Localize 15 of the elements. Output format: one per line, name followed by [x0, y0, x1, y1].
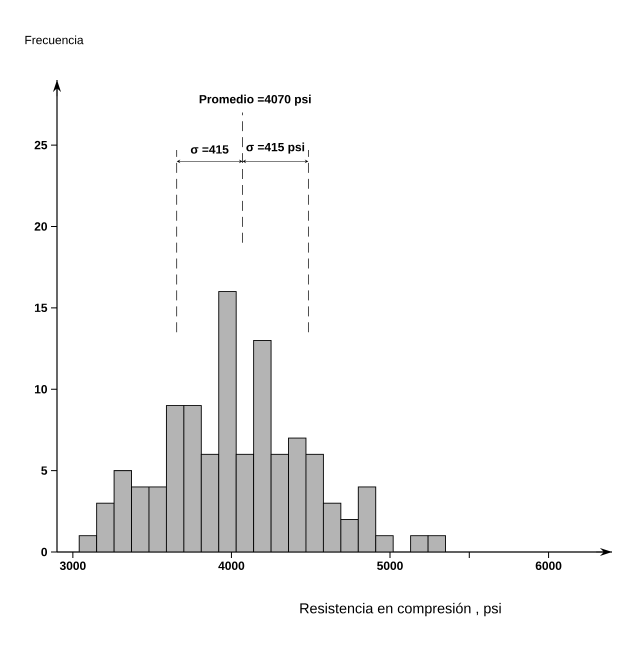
x-tick-label: 6000	[536, 562, 562, 570]
ref-line-label: Promedio =4070 psi	[200, 94, 311, 106]
x-axis-title: Resistencia en compresión , psi	[300, 602, 501, 616]
annotation: σ =415	[190, 145, 228, 154]
x-tick-label: 5000	[377, 562, 403, 570]
x-tick-label: 4000	[218, 562, 244, 570]
annotation: σ =415 psi	[246, 142, 304, 154]
y-tick-label: 0	[41, 548, 48, 556]
x-tick-label: 3000	[60, 562, 86, 570]
y-tick-label: 15	[34, 304, 48, 312]
y-axis-title: Frecuencia	[25, 35, 84, 44]
y-tick-label: 5	[41, 466, 48, 475]
y-tick-label: 10	[34, 385, 48, 394]
y-tick-label: 20	[34, 222, 48, 231]
y-tick-label: 25	[34, 140, 48, 150]
